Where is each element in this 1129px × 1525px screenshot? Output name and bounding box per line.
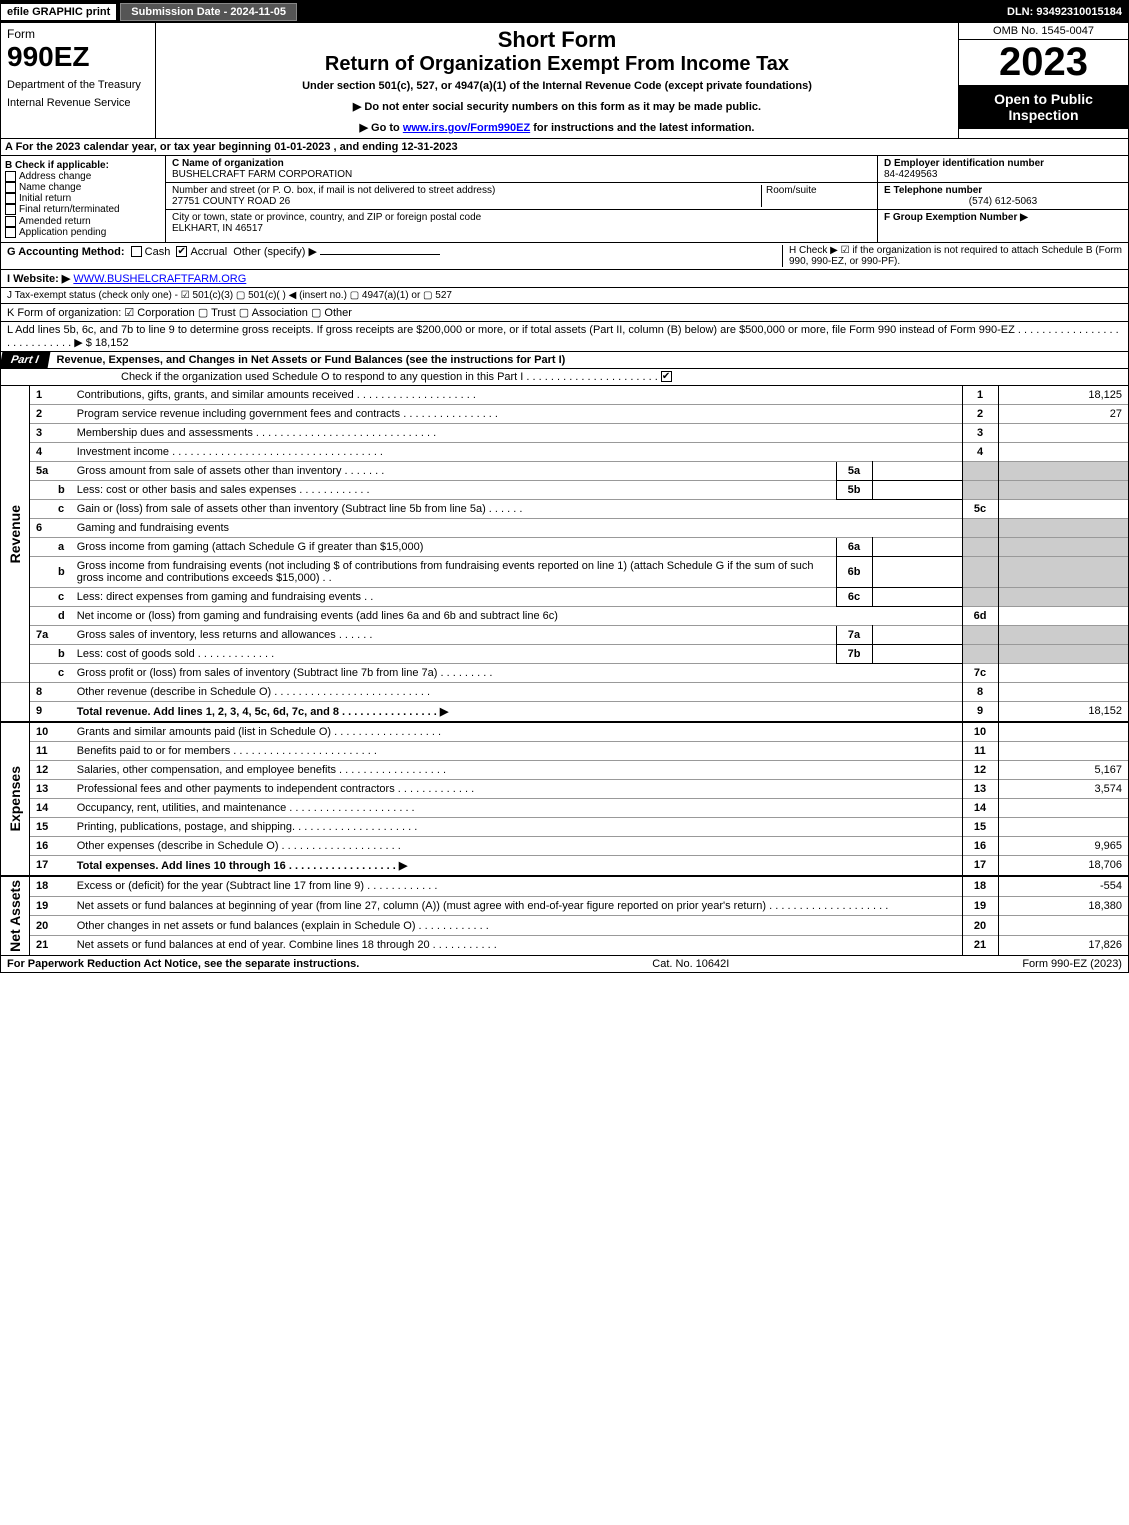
line-j: J Tax-exempt status (check only one) - ☑… [1,288,1128,304]
group-exemption-label: F Group Exemption Number ▶ [884,212,1028,223]
other-specify: Other (specify) ▶ [233,246,317,258]
chk-cash[interactable] [131,246,142,257]
chk-amended-return[interactable] [5,216,16,227]
line-i: I Website: ▶ WWW.BUSHELCRAFTFARM.ORG [1,270,1128,288]
page-footer: For Paperwork Reduction Act Notice, see … [1,955,1128,972]
line-2-value: 27 [998,404,1128,423]
omb-number: OMB No. 1545-0047 [959,23,1128,40]
gross-receipts: 18,152 [95,337,129,349]
line-1-value: 18,125 [998,386,1128,405]
section-b-c-d: B Check if applicable: Address change Na… [1,156,1128,243]
submission-date-button[interactable]: Submission Date - 2024-11-05 [120,3,297,21]
revenue-label: Revenue [7,505,23,563]
chk-application-pending[interactable] [5,227,16,238]
chk-accrual[interactable] [176,246,187,257]
line-k: K Form of organization: ☑ Corporation ▢ … [1,304,1128,322]
room-suite-label: Room/suite [761,185,871,207]
org-address: 27751 COUNTY ROAD 26 [172,196,290,207]
chk-name-change[interactable] [5,182,16,193]
paperwork-notice: For Paperwork Reduction Act Notice, see … [7,958,359,970]
form-number: 990EZ [7,41,149,73]
dept-treasury: Department of the Treasury [7,79,149,91]
chk-address-change[interactable] [5,171,16,182]
part-i-check-note: Check if the organization used Schedule … [1,369,1128,386]
dln-label: DLN: 93492310015184 [1007,6,1128,18]
ein-label: D Employer identification number [884,158,1044,169]
line-a: A For the 2023 calendar year, or tax yea… [1,139,1128,156]
org-name: BUSHELCRAFT FARM CORPORATION [172,169,352,180]
efile-print-button[interactable]: efile GRAPHIC print [1,4,116,20]
line-g-h: G Accounting Method: Cash Accrual Other … [1,243,1128,270]
accounting-method-label: G Accounting Method: [7,246,125,258]
line-h: H Check ▶ ☑ if the organization is not r… [782,245,1122,267]
phone-label: E Telephone number [884,185,982,196]
phone-value: (574) 612-5063 [884,196,1122,207]
part-i-title: Revenue, Expenses, and Changes in Net As… [49,352,1128,368]
net-assets-label: Net Assets [7,880,23,952]
chk-schedule-o[interactable] [661,371,672,382]
ein-value: 84-4249563 [884,169,937,180]
city-label: City or town, state or province, country… [172,212,481,223]
irs-link[interactable]: www.irs.gov/Form990EZ [403,122,530,134]
dept-irs: Internal Revenue Service [7,97,149,109]
topbar: efile GRAPHIC print Submission Date - 20… [1,1,1128,23]
section-c: C Name of organization BUSHELCRAFT FARM … [166,156,878,242]
goto-note: ▶ Go to www.irs.gov/Form990EZ for instru… [162,121,952,134]
line-21-value: 17,826 [998,935,1128,954]
cat-no: Cat. No. 10642I [652,958,729,970]
addr-label: Number and street (or P. O. box, if mail… [172,185,495,196]
org-city: ELKHART, IN 46517 [172,223,263,234]
line-9-total-revenue: 18,152 [998,701,1128,722]
form-word: Form [7,27,149,41]
under-section: Under section 501(c), 527, or 4947(a)(1)… [162,80,952,92]
tax-year: 2023 [959,40,1128,85]
section-d-e-f: D Employer identification number 84-4249… [878,156,1128,242]
open-public: Open to Public Inspection [959,85,1128,129]
page: efile GRAPHIC print Submission Date - 20… [0,0,1129,973]
line-17-total-expenses: 18,706 [998,855,1128,876]
line-12-value: 5,167 [998,760,1128,779]
chk-initial-return[interactable] [5,193,16,204]
part-i-header: Part I Revenue, Expenses, and Changes in… [1,352,1128,369]
line-l: L Add lines 5b, 6c, and 7b to line 9 to … [1,322,1128,352]
chk-final-return[interactable] [5,204,16,215]
section-b: B Check if applicable: Address change Na… [1,156,166,242]
name-label: C Name of organization [172,158,284,169]
section-b-title: B Check if applicable: [5,160,161,171]
expenses-label: Expenses [7,766,23,831]
line-19-value: 18,380 [998,896,1128,916]
line-18-value: -554 [998,876,1128,896]
website-link[interactable]: WWW.BUSHELCRAFTFARM.ORG [73,273,246,285]
ssn-warning: ▶ Do not enter social security numbers o… [162,100,952,113]
return-title: Return of Organization Exempt From Incom… [162,53,952,76]
part-i-tab: Part I [0,352,50,368]
line-16-value: 9,965 [998,836,1128,855]
form-ref: Form 990-EZ (2023) [1022,958,1122,970]
form-header: Form 990EZ Department of the Treasury In… [1,23,1128,139]
short-form-title: Short Form [162,27,952,53]
line-13-value: 3,574 [998,779,1128,798]
revenue-table: Revenue 1Contributions, gifts, grants, a… [1,386,1128,955]
